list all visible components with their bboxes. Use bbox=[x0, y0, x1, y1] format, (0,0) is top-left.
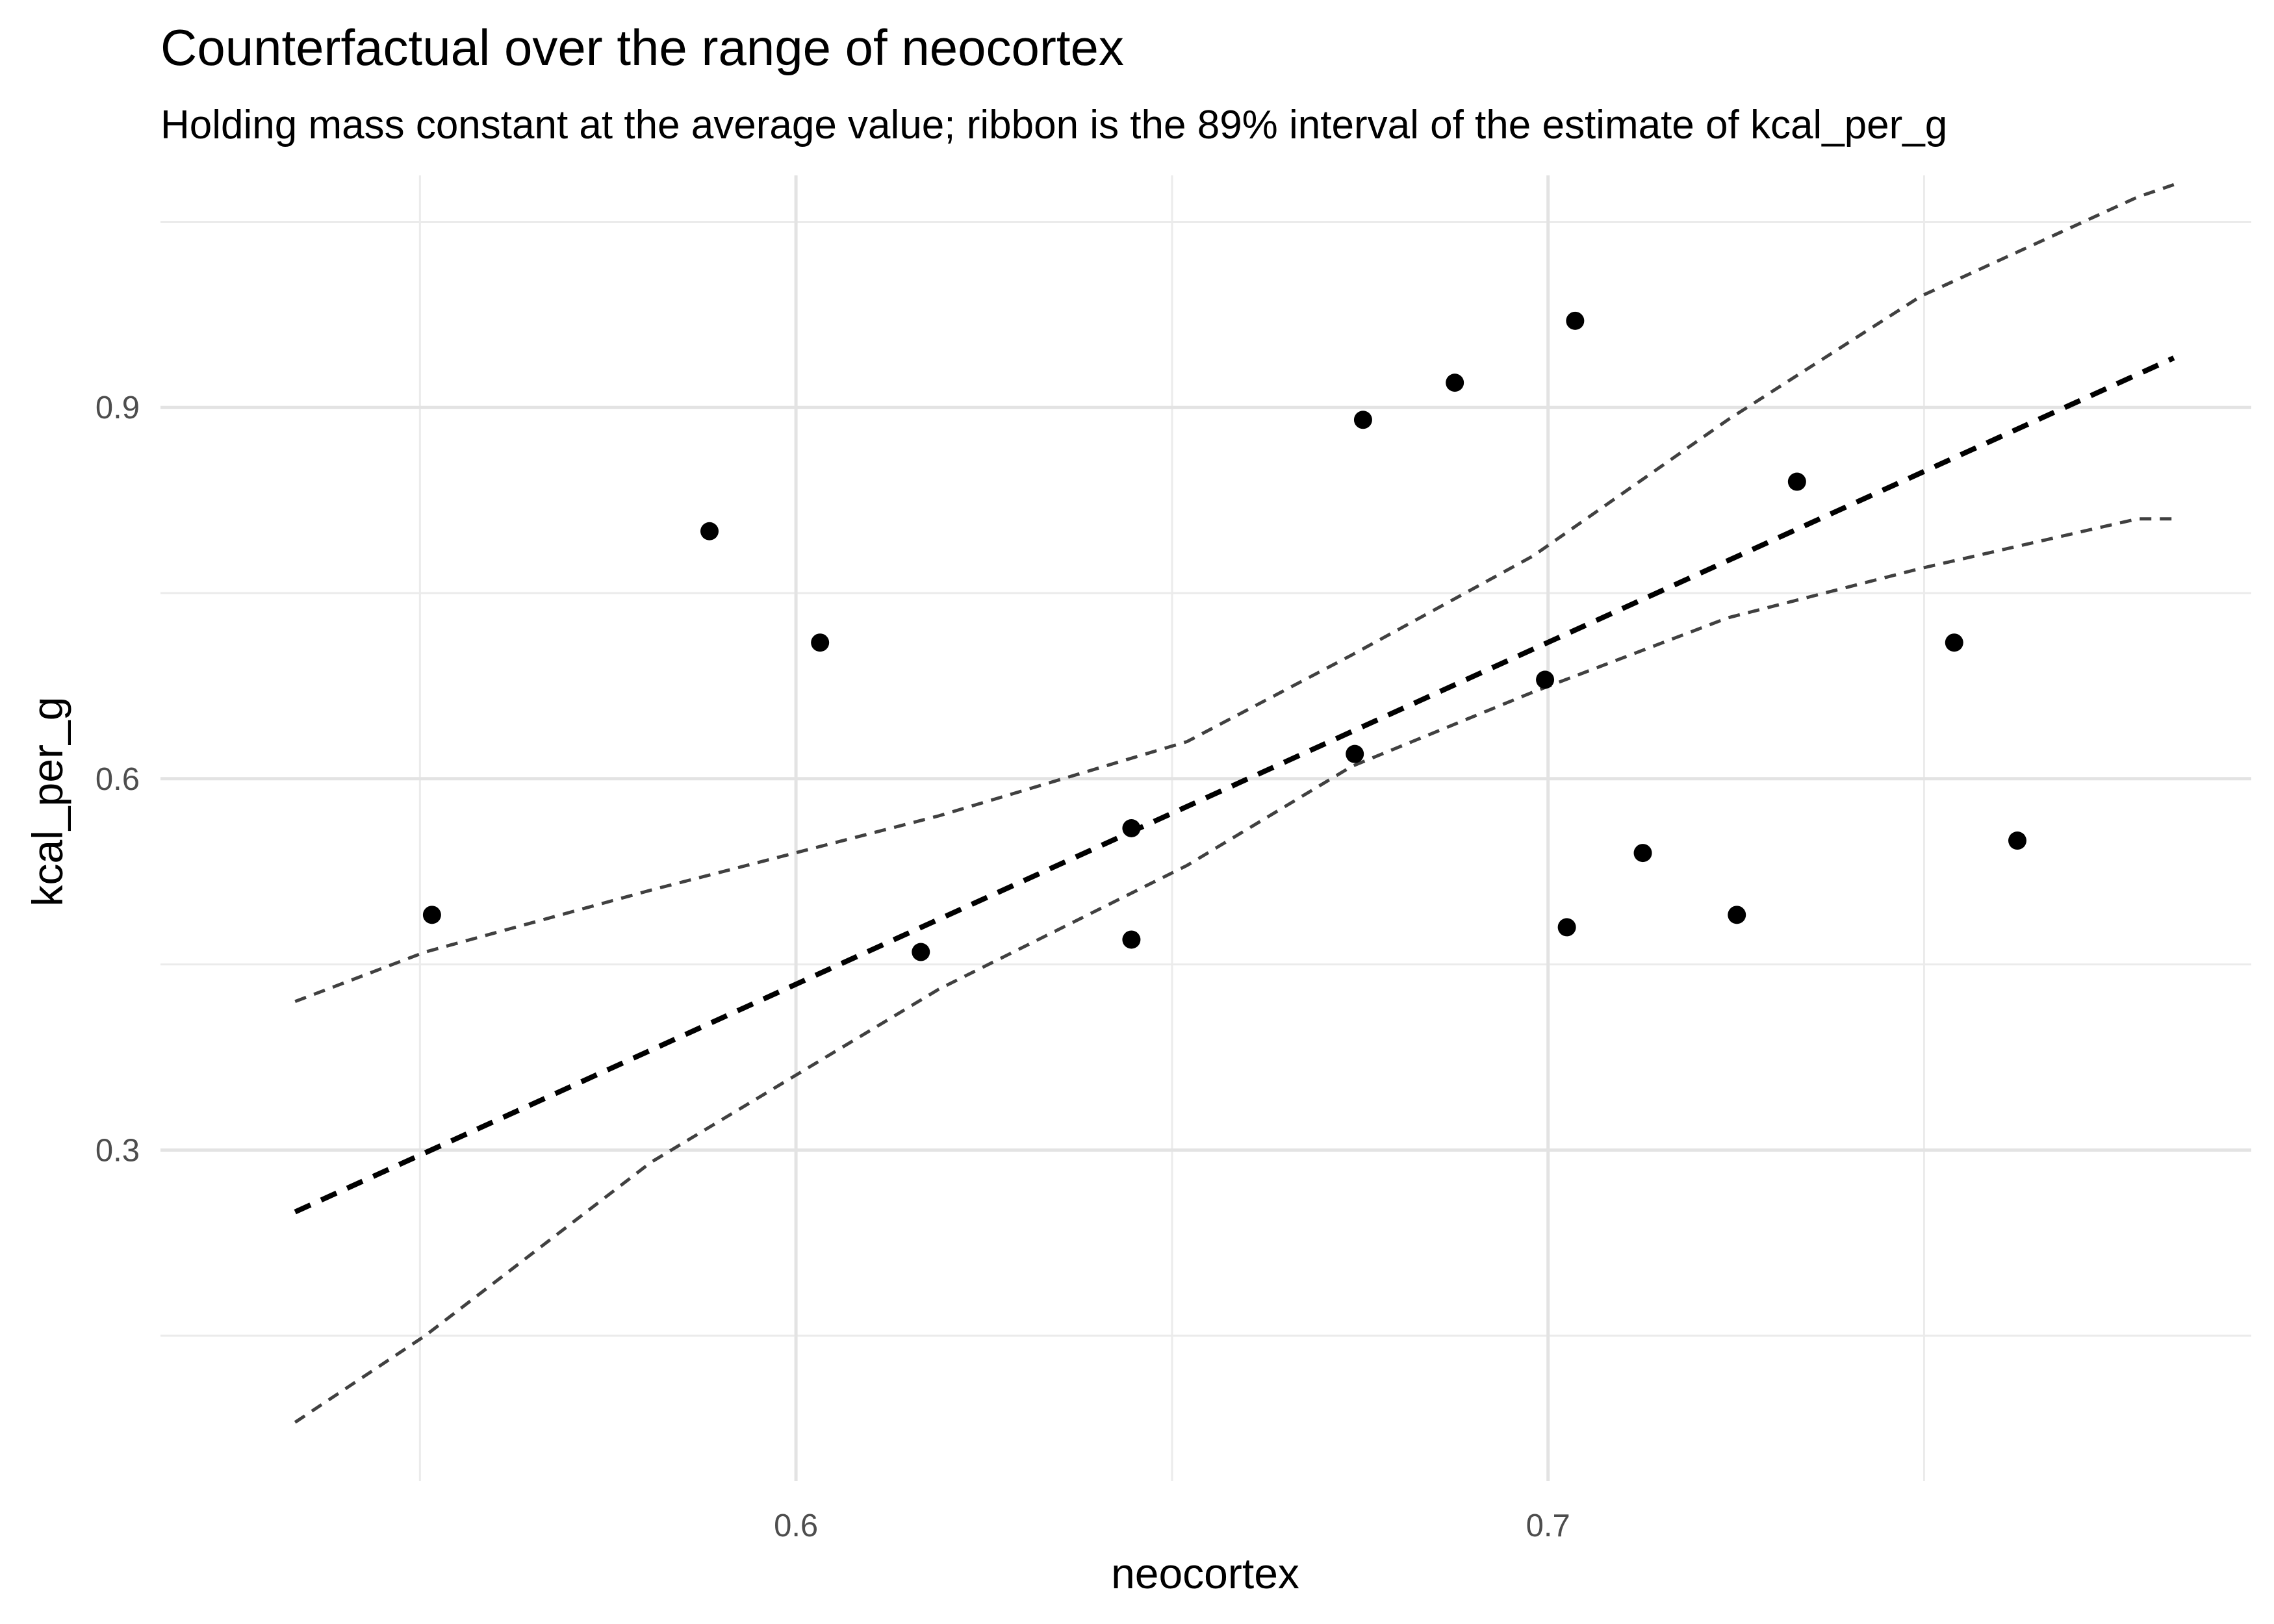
x-tick-label: 0.6 bbox=[774, 1508, 818, 1543]
data-point bbox=[1728, 906, 1746, 924]
data-point bbox=[1557, 918, 1576, 937]
x-tick-label: 0.7 bbox=[1526, 1508, 1570, 1543]
data-points bbox=[422, 311, 2027, 961]
chart-title: Counterfactual over the range of neocort… bbox=[160, 19, 1124, 76]
data-point bbox=[1536, 670, 1555, 689]
y-axis-ticks: 0.3 0.6 0.9 bbox=[96, 390, 140, 1168]
data-point bbox=[1122, 930, 1141, 949]
minor-gridlines bbox=[160, 175, 2251, 1481]
data-point bbox=[1945, 633, 1963, 652]
ribbon-upper-line bbox=[294, 183, 2175, 1004]
major-gridlines bbox=[160, 175, 2251, 1481]
data-point bbox=[700, 522, 719, 540]
data-point bbox=[2008, 831, 2027, 850]
data-point bbox=[1346, 744, 1364, 763]
data-point bbox=[1353, 411, 1372, 429]
x-axis-ticks: 0.6 0.7 bbox=[774, 1508, 1570, 1543]
data-point bbox=[811, 633, 830, 652]
mean-line bbox=[294, 355, 2175, 1215]
ribbon-lower-line bbox=[294, 517, 2174, 1424]
data-point bbox=[1787, 472, 1806, 491]
x-axis-title: neocortex bbox=[1111, 1549, 1299, 1597]
y-axis-title: kcal_per_g bbox=[23, 697, 71, 907]
data-point bbox=[1446, 374, 1464, 392]
data-point bbox=[912, 943, 930, 961]
y-tick-label: 0.3 bbox=[96, 1133, 140, 1168]
data-point bbox=[1633, 844, 1652, 863]
data-point bbox=[422, 906, 441, 924]
y-tick-label: 0.9 bbox=[96, 390, 140, 425]
interval-ribbon bbox=[294, 183, 2175, 1424]
y-tick-label: 0.6 bbox=[96, 762, 140, 797]
mean-line-group bbox=[294, 355, 2175, 1215]
data-point bbox=[1566, 311, 1585, 330]
data-point bbox=[1122, 819, 1141, 837]
chart-subtitle: Holding mass constant at the average val… bbox=[160, 103, 1947, 147]
